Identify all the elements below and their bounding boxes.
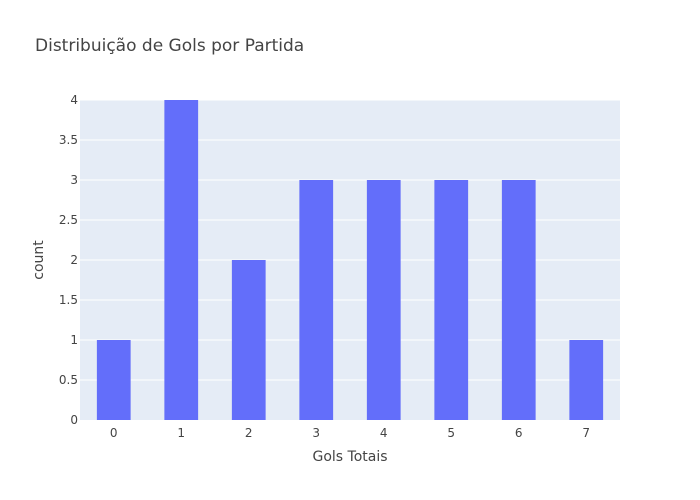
bar-2 <box>231 260 266 420</box>
y-tick-label: 2.5 <box>59 213 78 227</box>
bar-4 <box>366 180 401 420</box>
bar-0 <box>96 340 131 420</box>
x-tick-label: 7 <box>582 426 590 440</box>
bar-7 <box>569 340 604 420</box>
bars <box>96 100 604 420</box>
x-tick-label: 5 <box>447 426 455 440</box>
y-tick-labels: 0 0.5 1 1.5 2 2.5 3 3.5 4 <box>59 93 78 427</box>
x-tick-labels: 0 1 2 3 4 5 6 7 <box>110 426 590 440</box>
y-tick-label: 0.5 <box>59 373 78 387</box>
y-tick-label: 1.5 <box>59 293 78 307</box>
x-tick-label: 4 <box>380 426 388 440</box>
chart-title: Distribuição de Gols por Partida <box>35 36 304 56</box>
x-tick-label: 2 <box>245 426 253 440</box>
x-tick-label: 1 <box>177 426 185 440</box>
y-tick-label: 4 <box>70 93 78 107</box>
x-tick-label: 3 <box>312 426 320 440</box>
y-tick-label: 3 <box>70 173 78 187</box>
x-axis-title: Gols Totais <box>312 449 387 465</box>
x-tick-label: 6 <box>515 426 523 440</box>
y-tick-label: 3.5 <box>59 133 78 147</box>
x-tick-label: 0 <box>110 426 118 440</box>
bar-6 <box>501 180 536 420</box>
y-tick-label: 0 <box>70 413 78 427</box>
bar-5 <box>434 180 469 420</box>
y-tick-label: 1 <box>70 333 78 347</box>
bar-1 <box>164 100 199 420</box>
bar-3 <box>299 180 334 420</box>
y-axis-title: count <box>31 240 47 280</box>
y-tick-label: 2 <box>70 253 78 267</box>
